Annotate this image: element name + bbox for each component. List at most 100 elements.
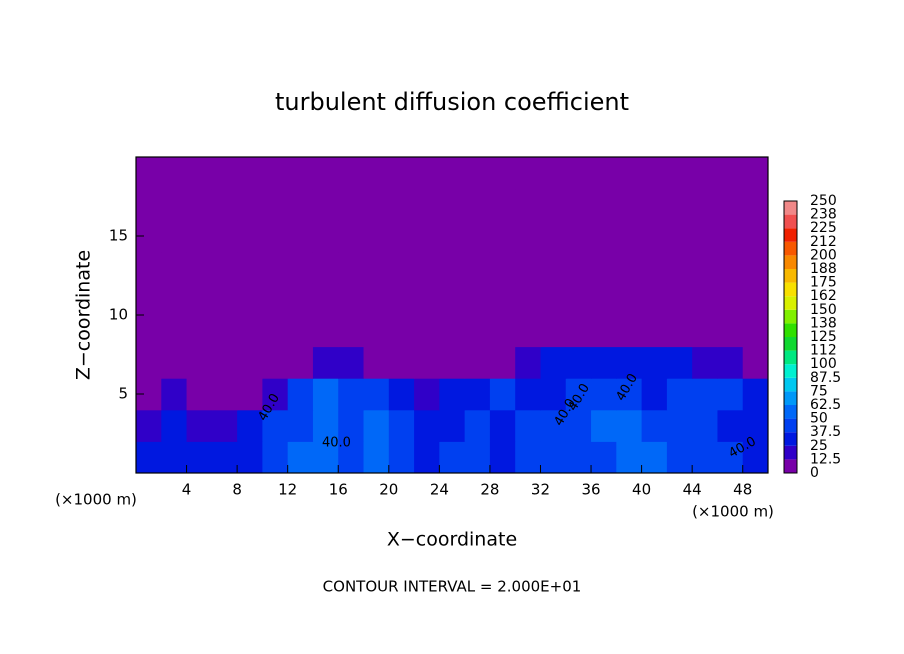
- cell: [591, 409, 617, 442]
- cell: [717, 251, 744, 284]
- cell: [186, 409, 213, 442]
- colorbar-segment: [784, 296, 797, 310]
- cell: [211, 220, 238, 253]
- cell: [388, 251, 415, 284]
- cell: [540, 378, 567, 411]
- cell: [565, 157, 592, 190]
- colorbar-segment: [784, 269, 797, 283]
- colorbar-segment: [784, 350, 797, 365]
- cell: [363, 251, 390, 284]
- cell: [439, 409, 466, 442]
- cell: [717, 157, 744, 190]
- cell: [186, 283, 213, 316]
- cell: [616, 157, 643, 190]
- cell: [641, 220, 668, 253]
- x-tick-label: 24: [430, 481, 449, 499]
- cell: [641, 315, 668, 348]
- colorbar-segment: [784, 228, 797, 242]
- cell: [692, 346, 718, 379]
- cell: [641, 188, 668, 221]
- cell: [287, 157, 314, 190]
- cell: [591, 220, 617, 253]
- cell: [211, 346, 238, 379]
- colorbar-label: 12.5: [810, 451, 841, 467]
- cell: [414, 346, 440, 379]
- cell: [262, 441, 289, 474]
- cell: [616, 346, 643, 379]
- cell: [186, 220, 213, 253]
- cell: [262, 283, 289, 316]
- cell: [136, 409, 162, 442]
- cell: [136, 188, 162, 221]
- cell: [338, 409, 365, 442]
- cell: [211, 378, 238, 411]
- colorbar-segment: [784, 323, 797, 337]
- cell: [414, 315, 440, 348]
- cell: [464, 378, 491, 411]
- cell: [742, 346, 769, 379]
- cell: [464, 441, 491, 474]
- cell: [717, 409, 744, 442]
- cell: [161, 315, 188, 348]
- cell: [312, 441, 339, 474]
- colorbar-label: 75: [810, 383, 828, 399]
- cell: [666, 409, 693, 442]
- cell: [641, 441, 668, 474]
- cell: [211, 315, 238, 348]
- cell: [540, 283, 567, 316]
- cell: [591, 157, 617, 190]
- colorbar-label: 25: [810, 438, 828, 454]
- cell: [666, 441, 693, 474]
- cell: [540, 251, 567, 284]
- cell: [363, 188, 390, 221]
- x-tick-label: 44: [683, 481, 702, 499]
- cell: [666, 157, 693, 190]
- cell: [540, 315, 567, 348]
- colorbar-label: 112: [810, 343, 837, 359]
- cell: [565, 346, 592, 379]
- cell: [515, 409, 541, 442]
- cell: [338, 251, 365, 284]
- cell: [742, 409, 769, 442]
- colorbar-segment: [784, 337, 797, 351]
- cell: [161, 283, 188, 316]
- cell: [414, 283, 440, 316]
- cell: [540, 346, 567, 379]
- cell: [338, 220, 365, 253]
- cell: [312, 315, 339, 348]
- cell: [388, 315, 415, 348]
- cell: [439, 378, 466, 411]
- cell: [742, 251, 769, 284]
- cell: [211, 251, 238, 284]
- cell: [616, 315, 643, 348]
- cell: [439, 283, 466, 316]
- cell: [262, 157, 289, 190]
- colorbar-segment: [784, 255, 797, 269]
- colorbar-segment: [784, 391, 797, 405]
- cell: [641, 251, 668, 284]
- cell: [692, 188, 718, 221]
- cell: [692, 251, 718, 284]
- cell: [414, 378, 440, 411]
- cell: [616, 283, 643, 316]
- x-tick-label: 36: [581, 481, 600, 499]
- x-tick-label: 8: [232, 481, 242, 499]
- cell: [692, 157, 718, 190]
- colorbar-segment: [784, 201, 797, 215]
- cell: [262, 378, 289, 411]
- cell: [414, 251, 440, 284]
- cell: [237, 441, 263, 474]
- x-axis-title: X−coordinate: [387, 529, 517, 551]
- cell: [717, 188, 744, 221]
- cell: [565, 378, 592, 411]
- cell: [439, 220, 466, 253]
- colorbar-label: 50: [810, 411, 828, 427]
- colorbar-label: 37.5: [810, 424, 841, 440]
- cell: [312, 251, 339, 284]
- cell: [262, 346, 289, 379]
- cell: [565, 315, 592, 348]
- cell: [439, 157, 466, 190]
- cell: [717, 283, 744, 316]
- cell: [616, 409, 643, 442]
- cell: [692, 315, 718, 348]
